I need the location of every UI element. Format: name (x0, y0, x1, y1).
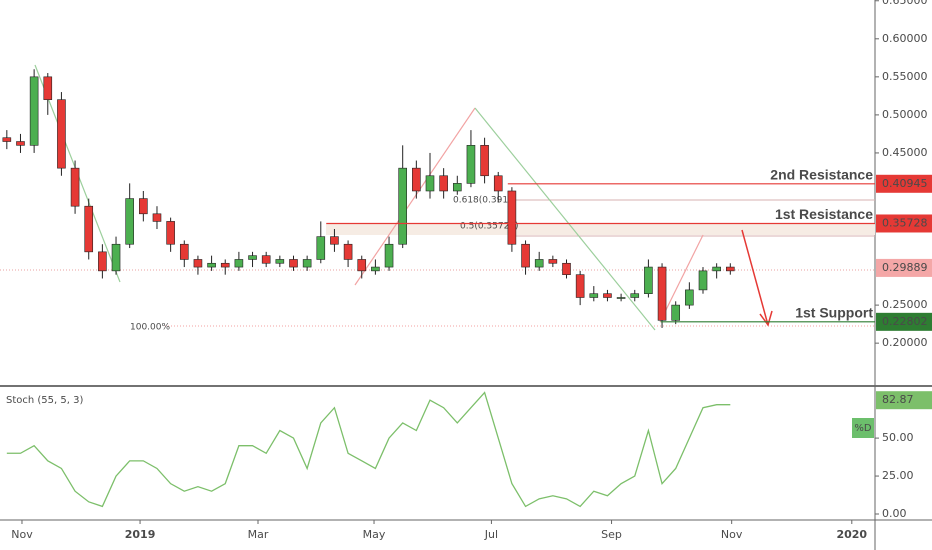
x-tick-label: Nov (11, 528, 33, 541)
y-tick-label: 50.00 (882, 431, 914, 444)
candle-body (630, 293, 640, 298)
candle-body (234, 259, 244, 268)
candle-body (316, 236, 326, 260)
fib-label: 0.5(0.35728) (460, 222, 519, 232)
indicator-line (6, 391, 731, 508)
last-price-badge (876, 258, 932, 277)
candle-body (98, 251, 107, 272)
stoch-value-badge (876, 391, 932, 410)
candle-body (534, 259, 544, 268)
candle-body (726, 266, 735, 272)
y-tick-label: 0.25000 (882, 298, 928, 311)
level-value-label: 0.35728 (882, 216, 928, 229)
y-tick-label: 0.65000 (882, 0, 928, 7)
candle-body (193, 259, 203, 268)
y-tick-label: 0.00 (882, 507, 907, 520)
level-title: 2nd Resistance (770, 166, 873, 182)
last-price-label: 0.29889 (882, 261, 928, 274)
stoch-value-label: 82.87 (882, 393, 914, 406)
candle-body (166, 221, 175, 245)
candle-body (29, 76, 39, 146)
y-tick-label: 0.45000 (882, 146, 928, 159)
x-tick-label: Sep (601, 528, 622, 541)
y-tick-label: 0.55000 (882, 70, 928, 83)
candle-body (712, 266, 721, 272)
candle-body (57, 99, 66, 169)
x-tick-label: 2020 (836, 528, 867, 541)
candle-body (439, 175, 448, 192)
candle-body (616, 297, 626, 299)
candle-body (207, 262, 216, 268)
candle-body (2, 137, 12, 142)
candle-body (452, 183, 462, 192)
candle-body (562, 262, 571, 275)
legend-label: %D (854, 423, 872, 434)
candle-body (220, 262, 230, 268)
y-tick-label: 0.60000 (882, 32, 928, 45)
candle-body (275, 259, 285, 264)
y-tick-label: 0.50000 (882, 108, 928, 121)
candle-body (671, 304, 681, 321)
candle-body (371, 266, 380, 272)
level-value-label: 0.40945 (882, 177, 928, 190)
candle-body (152, 213, 162, 222)
level-title: 1st Resistance (775, 206, 873, 222)
candle-body (644, 266, 653, 294)
candle-body (466, 145, 476, 184)
level-value-badge (876, 214, 932, 233)
x-tick-label: Mar (248, 528, 269, 541)
candle-body (357, 259, 367, 272)
candle-body (603, 293, 612, 298)
candle-body (261, 255, 271, 264)
candle-body (521, 243, 530, 268)
candle-body (548, 259, 558, 264)
candle-body (480, 145, 489, 177)
fib-zone (326, 224, 875, 235)
candle-body (111, 243, 121, 272)
level-value-badge (876, 312, 932, 331)
candle-body (575, 274, 585, 298)
candle-body (125, 198, 134, 245)
fib-label: 0.618(0.391 (453, 196, 508, 206)
x-tick-label: Jul (484, 528, 498, 541)
candle-body (398, 167, 407, 245)
x-tick-label: Nov (721, 528, 743, 541)
candle-body (384, 243, 394, 268)
level-title: 1st Support (795, 305, 873, 321)
candle-body (493, 175, 503, 192)
candle-body (16, 141, 25, 146)
indicator-title: Stoch (55, 5, 3) (6, 395, 83, 406)
y-tick-label: 25.00 (882, 469, 914, 482)
legend-badge (852, 418, 874, 438)
candle-body (698, 270, 708, 291)
candle-body (179, 243, 189, 260)
x-tick-label: May (363, 528, 386, 541)
candle-body (70, 167, 80, 207)
candle-body (84, 205, 94, 253)
candle-body (425, 175, 435, 192)
candle-body (343, 243, 353, 260)
y-tick-label: 0.20000 (882, 336, 928, 349)
candle-body (248, 255, 257, 260)
candle-body (412, 167, 421, 192)
candle-body (289, 259, 298, 268)
fib-label: 100.00% (130, 323, 170, 333)
candle-body (589, 293, 599, 298)
candle-body (302, 259, 312, 268)
candle-body (657, 266, 667, 321)
candle-body (330, 236, 339, 245)
candle-body (139, 198, 148, 215)
candle-body (507, 190, 517, 245)
candle-body (43, 76, 53, 100)
level-value-label: 0.22802 (882, 315, 928, 328)
candle-body (685, 289, 694, 306)
level-value-badge (876, 174, 932, 193)
x-tick-label: 2019 (125, 528, 156, 541)
